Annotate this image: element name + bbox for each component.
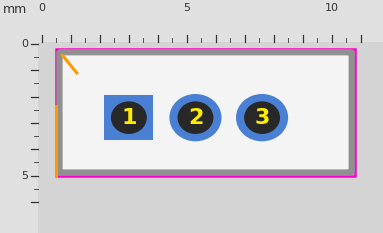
Text: 0: 0	[39, 3, 46, 13]
Ellipse shape	[177, 101, 213, 134]
Text: 3: 3	[254, 108, 270, 128]
Text: 0: 0	[21, 39, 28, 49]
Bar	[0, 42, 38, 233]
Bar	[104, 95, 154, 140]
Ellipse shape	[169, 94, 221, 141]
Ellipse shape	[111, 101, 147, 134]
Text: 1: 1	[121, 108, 137, 128]
Text: 10: 10	[324, 3, 339, 13]
Bar	[56, 49, 355, 175]
Ellipse shape	[244, 101, 280, 134]
FancyBboxPatch shape	[59, 52, 352, 173]
Bar	[0, 0, 383, 42]
Text: 2: 2	[188, 108, 203, 128]
Text: 5: 5	[21, 171, 28, 181]
Ellipse shape	[236, 94, 288, 141]
Text: mm: mm	[3, 3, 27, 16]
Text: 5: 5	[183, 3, 190, 13]
